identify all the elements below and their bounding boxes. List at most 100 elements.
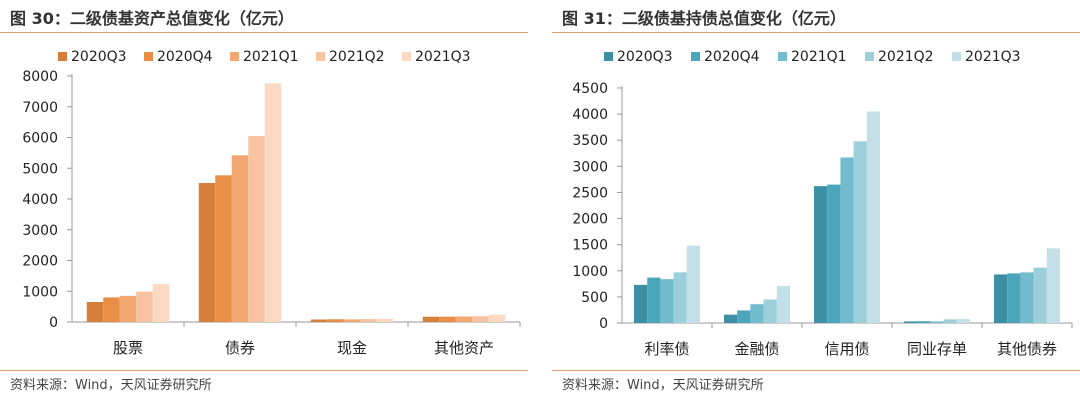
bar (119, 295, 137, 322)
legend-swatch (865, 52, 874, 61)
y-tick-label: 1000 (22, 284, 58, 300)
legend-swatch (952, 52, 961, 61)
y-tick-label: 4500 (572, 81, 608, 97)
y-tick-label: 0 (49, 315, 58, 331)
bar (310, 319, 328, 322)
bar (376, 318, 394, 322)
bar (360, 319, 377, 322)
bar (904, 321, 918, 323)
y-tick-label: 1000 (572, 264, 608, 280)
bar (248, 135, 265, 322)
source-divider (0, 370, 528, 371)
y-tick-label: 6000 (22, 131, 58, 147)
legend-label: 2021Q2 (329, 49, 385, 65)
bar (136, 291, 153, 322)
bar (750, 304, 764, 323)
x-category-label: 金融债 (734, 340, 779, 358)
bar (956, 319, 970, 323)
x-category-label: 信用债 (824, 340, 869, 358)
y-tick-label: 3000 (572, 159, 608, 175)
legend-swatch (144, 52, 153, 61)
legend-label: 2021Q1 (791, 49, 847, 65)
bar (814, 186, 828, 323)
y-tick-label: 7000 (22, 100, 58, 116)
y-tick-label: 500 (581, 290, 608, 306)
bar (724, 314, 738, 323)
x-category-label: 股票 (113, 339, 143, 357)
y-tick-label: 0 (599, 316, 608, 332)
bar (1046, 248, 1060, 323)
bar (660, 279, 674, 323)
assets-bar-chart: 2020Q3 2020Q4 2021Q1 2021Q2 2021Q3 0 1000 2000 3… (22, 49, 521, 357)
bar (673, 272, 687, 323)
x-category-label: 债券 (225, 339, 255, 357)
y-tick-label: 5000 (22, 161, 58, 177)
bar (1007, 273, 1021, 323)
x-category-label: 其他资产 (434, 339, 494, 357)
bonds-bar-chart: 2020Q3 2020Q4 2021Q1 2021Q2 2021Q3 0 500 1000 15… (572, 49, 1073, 358)
bar (472, 316, 489, 322)
bar (1033, 267, 1047, 323)
bar (827, 184, 841, 323)
x-category-label: 其他债券 (997, 340, 1057, 358)
x-category-label: 现金 (337, 339, 367, 357)
bar (930, 321, 944, 323)
bar (152, 284, 170, 322)
chart-title: 图 31：二级债基持债总值变化（亿元） (562, 9, 846, 28)
chart-panel-bonds: 图 31：二级债基持债总值变化（亿元） 2020Q3 2020Q4 2021Q1 20… (552, 0, 1080, 400)
bar (231, 155, 249, 322)
bar (994, 274, 1008, 323)
bar (264, 83, 282, 322)
bar (853, 141, 867, 323)
legend-swatch (604, 52, 613, 61)
legend-label: 2021Q3 (415, 49, 471, 65)
bar (422, 316, 440, 322)
legend-label: 2020Q3 (71, 49, 127, 65)
legend-label: 2021Q2 (878, 49, 934, 65)
legend-swatch (691, 52, 700, 61)
bar (86, 302, 104, 322)
legend-swatch (58, 52, 67, 61)
bar (840, 157, 854, 323)
legend-label: 2021Q3 (965, 49, 1021, 65)
bar (103, 297, 120, 322)
y-tick-label: 2000 (572, 212, 608, 228)
bar (488, 314, 506, 322)
bar (634, 284, 648, 323)
y-tick-label: 2000 (22, 254, 58, 270)
bar (866, 111, 880, 323)
y-tick-label: 2500 (572, 185, 608, 201)
legend-label: 2020Q4 (157, 49, 213, 65)
legend-swatch (316, 52, 325, 61)
bar (776, 285, 790, 323)
title-divider (552, 32, 1080, 33)
bar (439, 316, 456, 322)
x-category-label: 同业存单 (907, 340, 967, 358)
source-divider (552, 370, 1080, 371)
bar (917, 321, 931, 323)
legend-swatch (402, 52, 411, 61)
bar (686, 245, 700, 323)
y-tick-label: 4000 (572, 107, 608, 123)
legend-label: 2021Q1 (243, 49, 299, 65)
bar (343, 319, 361, 322)
source-note: 资料来源：Wind，天风证券研究所 (10, 378, 212, 393)
bar (943, 319, 957, 323)
y-tick-label: 8000 (22, 69, 58, 85)
legend-label: 2020Q3 (617, 49, 673, 65)
legend-swatch (778, 52, 787, 61)
bar (737, 310, 751, 323)
bar (763, 299, 777, 323)
x-category-label: 利率债 (644, 340, 689, 358)
legend-label: 2020Q4 (704, 49, 760, 65)
bar (1020, 272, 1034, 323)
y-tick-label: 3500 (572, 133, 608, 149)
bar (647, 277, 661, 323)
title-divider (0, 32, 528, 33)
bar (198, 183, 216, 322)
y-tick-label: 1500 (572, 238, 608, 254)
y-tick-label: 3000 (22, 223, 58, 239)
legend-swatch (230, 52, 239, 61)
source-note: 资料来源：Wind，天风证券研究所 (562, 378, 764, 393)
bar (327, 319, 344, 322)
